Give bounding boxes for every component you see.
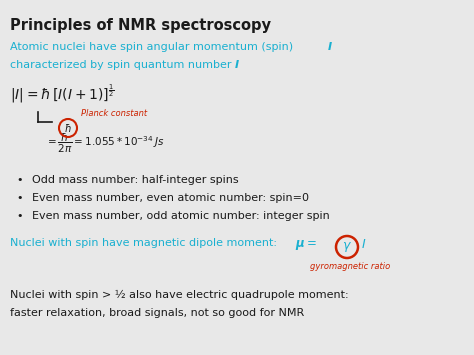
- Text: •: •: [16, 175, 22, 185]
- Text: $\gamma$: $\gamma$: [342, 240, 352, 254]
- Text: Nuclei with spin > ½ also have electric quadrupole moment:: Nuclei with spin > ½ also have electric …: [10, 290, 348, 300]
- Text: faster relaxation, broad signals, not so good for NMR: faster relaxation, broad signals, not so…: [10, 308, 304, 318]
- Text: I: I: [235, 60, 239, 70]
- Text: $|\mathit{I}| = \hbar \, [\mathit{I}(\mathit{I}+1)]^{\frac{1}{2}}$: $|\mathit{I}| = \hbar \, [\mathit{I}(\ma…: [10, 83, 115, 105]
- Text: $\boldsymbol{\mu} =$: $\boldsymbol{\mu} =$: [295, 238, 317, 252]
- Text: Atomic nuclei have spin angular momentum (spin): Atomic nuclei have spin angular momentum…: [10, 42, 297, 52]
- Text: $\boldsymbol{\mathit{I}}$: $\boldsymbol{\mathit{I}}$: [361, 238, 366, 251]
- Text: Odd mass number: half-integer spins: Odd mass number: half-integer spins: [32, 175, 238, 185]
- Text: characterized by spin quantum number: characterized by spin quantum number: [10, 60, 235, 70]
- Text: •: •: [16, 193, 22, 203]
- Text: Principles of NMR spectroscopy: Principles of NMR spectroscopy: [10, 18, 271, 33]
- Text: $\hbar$: $\hbar$: [64, 122, 72, 134]
- Text: I: I: [328, 42, 332, 52]
- Text: Nuclei with spin have magnetic dipole moment:: Nuclei with spin have magnetic dipole mo…: [10, 238, 284, 248]
- Text: Even mass number, even atomic number: spin=0: Even mass number, even atomic number: sp…: [32, 193, 309, 203]
- Text: Planck constant: Planck constant: [81, 109, 147, 118]
- Text: gyromagnetic ratio: gyromagnetic ratio: [310, 262, 390, 271]
- Text: Even mass number, odd atomic number: integer spin: Even mass number, odd atomic number: int…: [32, 211, 330, 221]
- Text: $= \dfrac{\hbar}{2\pi} = 1.055 * 10^{-34}\,Js$: $= \dfrac{\hbar}{2\pi} = 1.055 * 10^{-34…: [45, 132, 164, 155]
- Text: •: •: [16, 211, 22, 221]
